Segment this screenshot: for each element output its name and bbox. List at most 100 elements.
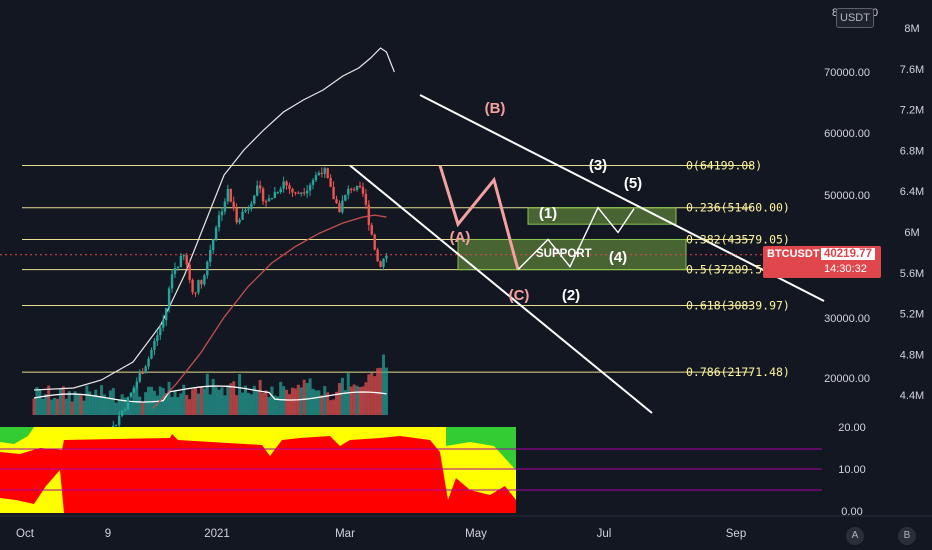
volume-bar — [208, 394, 212, 415]
candle-body — [253, 195, 256, 204]
candle-body — [159, 327, 162, 336]
oscillator-yellow-band — [0, 470, 64, 513]
candle-body — [379, 261, 382, 267]
volume-bar — [55, 398, 59, 415]
volume-bar — [196, 393, 200, 415]
candle-body — [291, 188, 294, 193]
fib-label-0.786: 0.786(21771.48) — [686, 365, 790, 379]
volume-bar — [243, 385, 247, 415]
secondary-axis-tick: 6M — [904, 227, 919, 239]
volume-bar — [346, 373, 350, 415]
time-axis-tick: 2021 — [204, 528, 230, 540]
price-axis-tick: 30000.00 — [824, 313, 870, 325]
oscillator-green-band — [446, 427, 516, 470]
candle-body — [156, 335, 159, 341]
volume-bar — [270, 386, 274, 415]
volume-bar — [355, 385, 359, 415]
candle-body — [232, 201, 235, 209]
candle-body — [320, 172, 324, 174]
volume-bar — [38, 388, 42, 415]
candle-body — [214, 227, 218, 240]
volume-bar — [361, 386, 365, 415]
candle-body — [226, 188, 230, 202]
currency-badge[interactable]: USDT — [836, 8, 874, 28]
volume-bar — [290, 387, 294, 415]
volume-bar — [220, 387, 224, 415]
candle-body — [153, 340, 156, 350]
candle-body — [385, 255, 388, 259]
volume-bar — [320, 395, 324, 415]
candle-body — [200, 280, 203, 285]
candle-body — [364, 193, 368, 205]
volume-bar — [182, 384, 186, 415]
candle-body — [294, 192, 297, 194]
volume-bar — [94, 389, 98, 415]
candle-body — [270, 198, 274, 200]
volume-bar — [364, 382, 368, 415]
volume-bar — [352, 384, 356, 415]
volume-bar — [191, 389, 195, 415]
volume-bar — [205, 373, 209, 415]
candle-body — [326, 168, 329, 178]
volume-bar — [299, 387, 303, 415]
volume-bar — [264, 390, 268, 415]
candle-body — [370, 224, 373, 235]
candle-body — [361, 187, 365, 194]
price-axis-tick: 50000.00 — [824, 190, 870, 202]
volume-bar — [155, 395, 159, 415]
descending-support-line — [349, 164, 653, 414]
volume-bar — [100, 385, 104, 415]
candle-body — [120, 410, 124, 416]
candle-body — [317, 172, 321, 176]
candle-body — [162, 320, 165, 328]
candle-body — [349, 188, 353, 190]
candle-body — [244, 209, 247, 212]
secondary-axis-tick: 7.6M — [900, 64, 924, 76]
wave-label-a: (A) — [450, 229, 471, 246]
candle-body — [335, 199, 338, 204]
candle-body — [135, 381, 138, 388]
price-axis-tick: 20000.00 — [824, 373, 870, 385]
volume-average-line — [33, 385, 387, 403]
bars-button[interactable]: B — [898, 527, 916, 545]
volume-bar — [373, 376, 377, 415]
candle-body — [332, 186, 335, 200]
wave-label-b: (B) — [485, 100, 506, 117]
secondary-axis-tick: 8M — [904, 23, 919, 35]
volume-bar — [249, 394, 253, 415]
candle-body — [206, 261, 209, 276]
volume-bar — [129, 401, 133, 415]
volume-bar — [152, 390, 156, 415]
price-tag-value: 40219.77 — [821, 248, 875, 260]
secondary-axis-tick: 7.2M — [900, 105, 924, 117]
volume-bar — [111, 388, 115, 415]
candle-body — [373, 234, 376, 250]
volume-bar — [376, 368, 380, 415]
volume-bar — [311, 388, 315, 415]
candle-body — [261, 188, 265, 202]
time-axis-tick: Oct — [16, 528, 35, 540]
volume-bar — [167, 381, 171, 415]
volume-bar — [332, 399, 336, 415]
volume-bar — [367, 374, 371, 415]
candle-body — [376, 249, 379, 262]
volume-bar — [88, 391, 92, 415]
volume-bar — [314, 390, 318, 415]
volume-bar — [102, 394, 106, 415]
volume-bar — [255, 391, 259, 415]
auto-scale-button[interactable]: A — [846, 527, 864, 545]
volume-bar — [161, 388, 165, 415]
candle-body — [164, 308, 168, 321]
volume-bar — [293, 388, 297, 415]
volume-bar — [285, 389, 289, 415]
volume-bar — [217, 389, 221, 415]
candle-body — [203, 275, 206, 285]
volume-bar — [323, 386, 327, 415]
volume-bar — [82, 400, 86, 415]
volume-bar — [85, 385, 89, 415]
candle-body — [115, 424, 118, 426]
candle-body — [235, 208, 238, 223]
candle-body — [194, 292, 197, 294]
